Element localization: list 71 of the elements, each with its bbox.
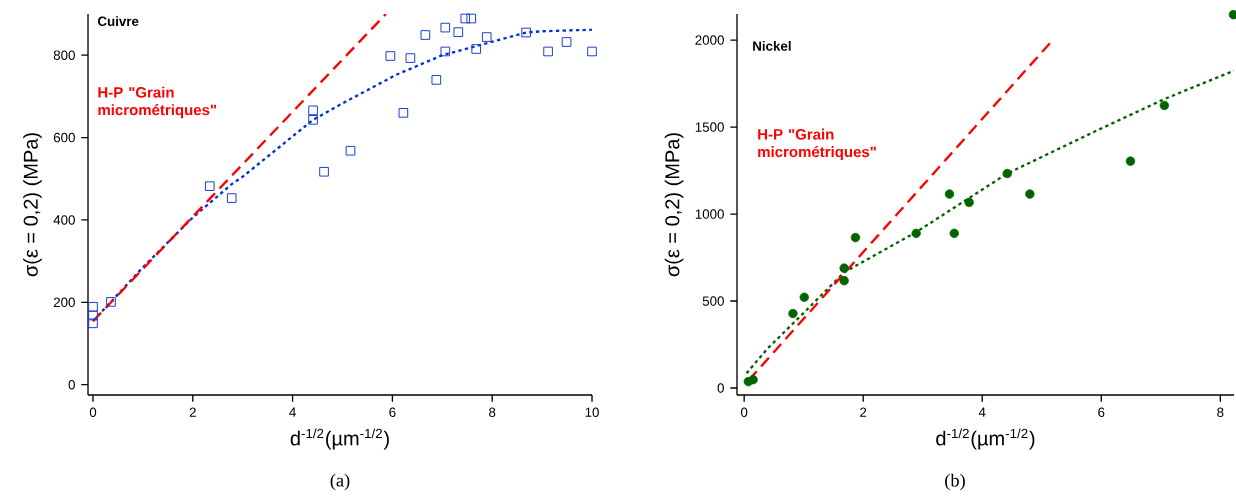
point <box>431 75 442 85</box>
text: H-P "Grain micrométriques" <box>98 86 217 119</box>
point <box>481 32 492 42</box>
point <box>308 115 318 125</box>
x-tick-label: 8 <box>1217 407 1224 417</box>
x-tick-label: 4 <box>978 407 986 417</box>
point <box>839 263 849 273</box>
y-axis-title: σ(ε = 0,2) (MPa) <box>23 133 42 277</box>
point <box>1025 189 1035 199</box>
point <box>453 27 464 37</box>
point <box>88 318 98 329</box>
y-tick-label: 1000 <box>695 209 724 219</box>
y-tick-label: 2000 <box>695 35 724 45</box>
point <box>466 13 477 24</box>
x-tick-label: 0 <box>89 407 97 417</box>
point <box>385 51 396 61</box>
point <box>88 310 98 321</box>
point <box>460 13 471 24</box>
point <box>748 375 758 385</box>
y-axis-title: σ(ε = 0,2) (MPa) <box>664 133 684 277</box>
point <box>521 27 531 38</box>
annotation: Cuivre <box>97 16 139 27</box>
point <box>944 189 955 199</box>
point <box>788 308 798 319</box>
point <box>1125 156 1136 166</box>
point <box>345 145 356 156</box>
point <box>308 105 318 116</box>
point <box>204 181 215 191</box>
x-tick-label: 2 <box>189 407 196 417</box>
point <box>106 297 116 307</box>
point <box>440 22 451 33</box>
point <box>799 292 809 302</box>
point <box>839 276 849 286</box>
point <box>88 302 98 312</box>
x-tick-label: 4 <box>289 407 296 417</box>
text: (a) <box>330 473 350 491</box>
y-tick-label: 500 <box>702 296 724 306</box>
point <box>1159 100 1170 111</box>
point <box>850 232 861 243</box>
x-axis-title: d$^{-1/2}$(µm$^{-1/2}$) <box>290 428 389 450</box>
point <box>405 53 416 63</box>
point <box>1002 168 1012 179</box>
point <box>398 108 409 118</box>
y-tick-label: 800 <box>53 50 75 60</box>
x-tick-label: 6 <box>1098 407 1105 417</box>
y-tick-label: 600 <box>53 132 75 143</box>
point <box>561 37 572 47</box>
annotation: Nickel <box>753 40 791 51</box>
point <box>587 46 597 57</box>
point <box>319 166 329 177</box>
point <box>949 228 959 239</box>
text: H-P "Grain micrométriques" <box>758 128 876 161</box>
point <box>911 228 921 239</box>
point <box>440 46 451 57</box>
point <box>471 44 482 54</box>
text: (b) <box>945 473 965 491</box>
x-tick-label: 8 <box>489 407 496 417</box>
y-tick-label: 0 <box>68 379 75 390</box>
point <box>226 193 237 203</box>
y-tick-label: 1500 <box>695 122 724 132</box>
point <box>420 30 431 40</box>
x-tick-label: 10 <box>585 407 599 417</box>
x-tick-label: 6 <box>389 407 396 417</box>
y-tick-label: 0 <box>717 383 724 393</box>
x-tick-label: 0 <box>740 407 748 417</box>
x-axis-title: d$^{-1/2}$(µm$^{-1/2}$) <box>936 428 1035 450</box>
x-tick-label: 2 <box>860 407 867 417</box>
point <box>543 46 553 57</box>
y-tick-label: 400 <box>53 215 75 225</box>
y-tick-label: 200 <box>53 297 75 308</box>
point <box>964 197 974 208</box>
